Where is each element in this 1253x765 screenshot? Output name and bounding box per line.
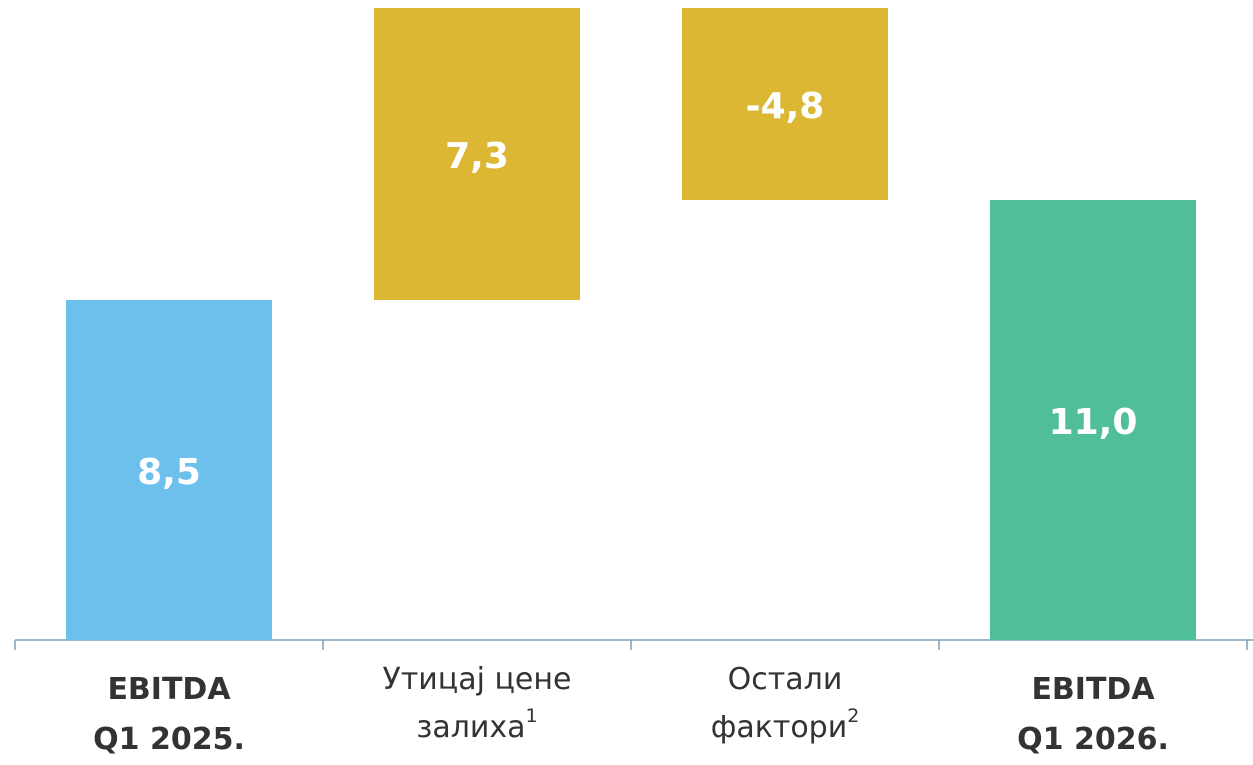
label-line: EBITDA [107,672,231,707]
x-tick-label: EBITDA Q1 2025. [93,672,245,757]
bar [990,200,1196,640]
label-line: фактори [711,710,848,745]
bar [66,300,272,640]
x-tick-label: EBITDA Q1 2026. [1017,672,1169,757]
label-line: Q1 2026. [1017,722,1169,757]
value-label: 7,3 [445,136,509,177]
value-label: 11,0 [1049,402,1138,443]
footnote-mark: 1 [526,705,538,727]
value-label: -4,8 [746,86,825,127]
value-label: 8,5 [137,452,201,493]
x-tick-label: Утицај цене залиха1 [383,662,572,745]
bar [374,8,580,300]
label-line: Утицај цене [383,662,572,697]
label-line: залиха [416,710,525,745]
label-line: Q1 2025. [93,722,245,757]
label-line: Остали [728,662,843,697]
footnote-mark: 2 [847,705,859,727]
label-line: EBITDA [1031,672,1155,707]
x-tick-label: Остали фактори2 [711,662,860,745]
bar [682,8,888,200]
